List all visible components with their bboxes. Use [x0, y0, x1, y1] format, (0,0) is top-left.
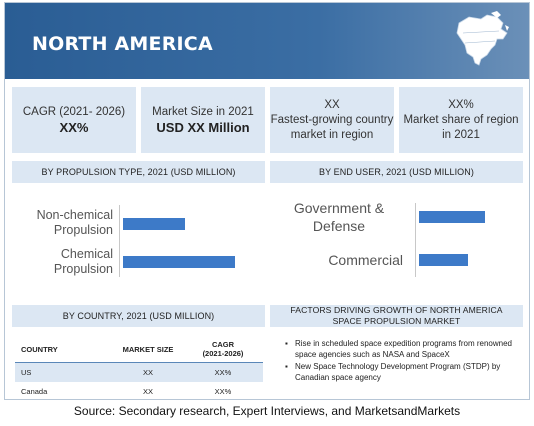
- kpi-fastest-growing: XX Fastest-growing country market in reg…: [270, 87, 394, 153]
- label-nonchem-line1: Non-chemical: [36, 208, 113, 222]
- north-america-map-icon: [456, 11, 509, 66]
- kpi-fastest-label-1: Fastest-growing country: [270, 113, 394, 126]
- label-gov-line1: Government &: [293, 200, 385, 216]
- label-nonchem-line2: Propulsion: [53, 223, 113, 237]
- factor-item: Rise in scheduled space expedition progr…: [285, 339, 525, 360]
- kpi-share-label-2: in 2021: [442, 128, 480, 141]
- cell-country: Canada: [21, 387, 48, 396]
- category-label-chemical: Chemical Propulsion: [11, 247, 113, 277]
- category-label-non-chemical: Non-chemical Propulsion: [11, 208, 113, 238]
- kpi-market-size-label: Market Size in 2021: [152, 106, 254, 118]
- category-label-government-defense: Government & Defense: [275, 199, 403, 235]
- kpi-share-value: XX%: [448, 98, 474, 111]
- bar-government-defense: [419, 211, 485, 223]
- col-header-cagr-line2: (2021-2026): [202, 349, 244, 358]
- source-note: Source: Secondary research, Expert Inter…: [73, 404, 461, 418]
- label-chem-line2: Propulsion: [53, 262, 113, 276]
- factors-title: FACTORS DRIVING GROWTH OF NORTH AMERICA …: [270, 305, 523, 327]
- factors-title-line2: SPACE PROPULSION MARKET: [332, 316, 461, 326]
- table-header-row: COUNTRY MARKET SIZE CAGR (2021-2026): [15, 336, 263, 363]
- label-gov-line2: Defense: [312, 218, 366, 234]
- bar-non-chemical-propulsion: [123, 218, 185, 230]
- factors-list: Rise in scheduled space expedition progr…: [285, 339, 525, 385]
- kpi-cagr-value: XX%: [59, 120, 89, 135]
- country-table-title: BY COUNTRY, 2021 (USD MILLION): [12, 305, 265, 327]
- factor-item: New Space Technology Development Program…: [285, 362, 525, 383]
- kpi-market-share: XX% Market share of region in 2021: [399, 87, 523, 153]
- col-header-country: COUNTRY: [15, 336, 113, 363]
- table-row: US XX XX%: [15, 362, 263, 382]
- bar-chemical-propulsion: [123, 256, 235, 268]
- label-chem-line1: Chemical: [60, 247, 113, 261]
- cell-cagr: XX%: [183, 362, 263, 382]
- col-header-cagr: CAGR (2021-2026): [183, 336, 263, 363]
- end-user-chart-title: BY END USER, 2021 (USD MILLION): [270, 161, 523, 183]
- col-header-market-size: MARKET SIZE: [113, 336, 183, 363]
- country-table: COUNTRY MARKET SIZE CAGR (2021-2026) US …: [15, 336, 263, 401]
- col-header-cagr-line1: CAGR: [211, 340, 235, 349]
- category-label-commercial: Commercial: [328, 252, 403, 268]
- factors-title-line1: FACTORS DRIVING GROWTH OF NORTH AMERICA: [290, 305, 503, 315]
- kpi-fastest-label-2: market in region: [290, 128, 374, 141]
- table-row: Canada XX XX%: [15, 382, 263, 401]
- page-title: NORTH AMERICA: [32, 33, 213, 55]
- kpi-market-size: Market Size in 2021 USD XX Million: [141, 87, 265, 153]
- kpi-market-size-value: USD XX Million: [156, 120, 250, 135]
- kpi-share-label-1: Market share of region: [403, 113, 519, 126]
- infographic-frame: NORTH AMERICA CAGR (2021- 2026) XX% Mark…: [4, 2, 530, 400]
- kpi-cagr-label: CAGR (2021- 2026): [22, 106, 126, 118]
- cell-market-size: XX: [142, 387, 153, 396]
- cell-market-size: XX: [113, 362, 183, 382]
- propulsion-chart-title: BY PROPULSION TYPE, 2021 (USD MILLION): [12, 161, 265, 183]
- cell-country: US: [15, 362, 113, 382]
- end-user-axis-line: [415, 203, 416, 277]
- bar-commercial: [419, 254, 468, 266]
- kpi-fastest-value: XX: [324, 98, 340, 111]
- kpi-cagr: CAGR (2021- 2026) XX%: [12, 87, 136, 153]
- header-banner: NORTH AMERICA: [5, 3, 529, 79]
- propulsion-axis-line: [119, 205, 120, 277]
- cell-cagr: XX%: [214, 387, 232, 396]
